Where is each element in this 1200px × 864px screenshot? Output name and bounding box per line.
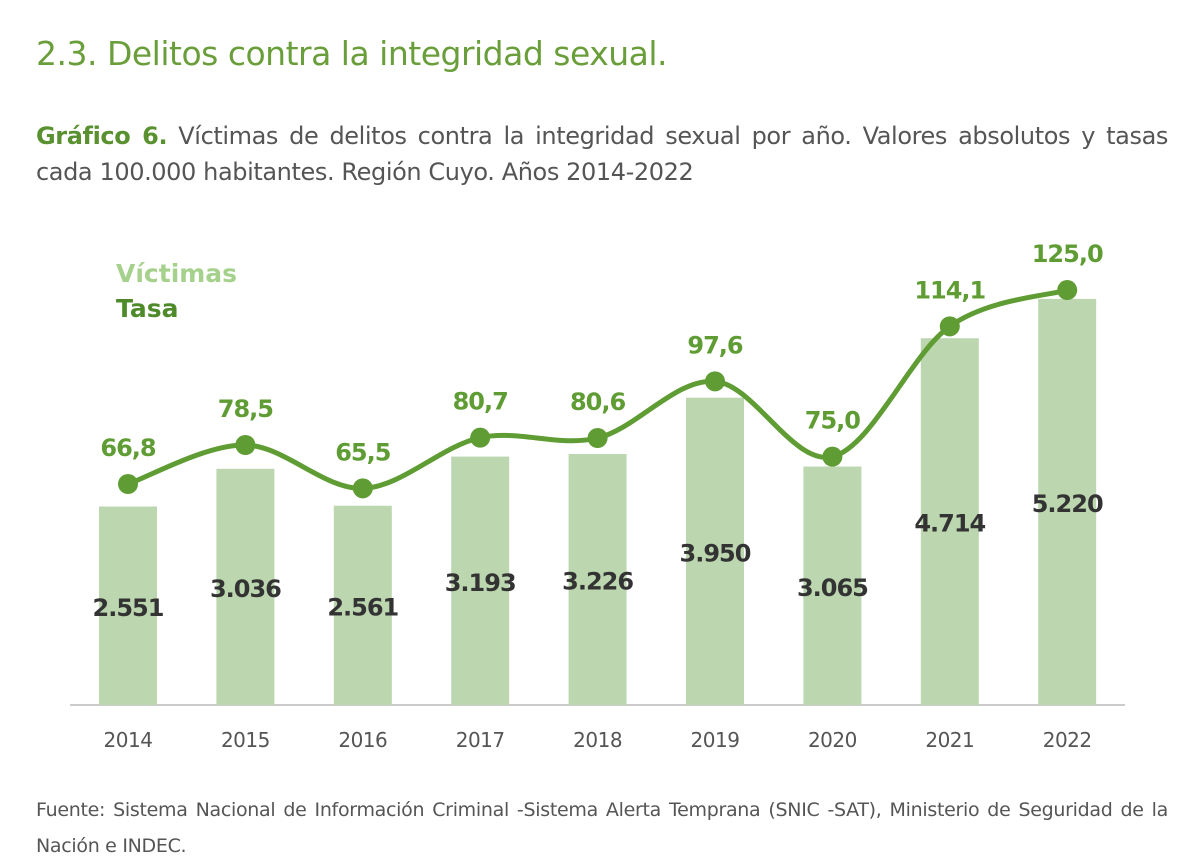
tasa-label-2021: 114,1	[914, 276, 985, 304]
caption-text: Víctimas de delitos contra la integridad…	[36, 122, 1168, 186]
bar-2019	[686, 397, 744, 705]
tasa-label-2019: 97,6	[687, 331, 743, 359]
tasa-label-2014: 66,8	[100, 434, 156, 462]
tasa-label-2022: 125,0	[1032, 240, 1103, 268]
tasa-label-2020: 75,0	[805, 407, 861, 435]
chart: Víctimas Tasa 2.551 2014 3.036 2015 2.561 201…	[70, 240, 1125, 752]
bar-label-2019: 3.950	[680, 539, 751, 567]
tasa-label-2015: 78,5	[218, 395, 274, 423]
bar-2017	[451, 456, 510, 705]
bar-2022	[1038, 298, 1097, 705]
x-tick-2018: 2018	[573, 728, 622, 752]
bar-2014	[99, 506, 157, 705]
x-tick-2019: 2019	[691, 728, 740, 752]
source-note: Fuente: Sistema Nacional de Información …	[36, 799, 1168, 857]
tasa-point-2021	[939, 316, 960, 337]
tasa-point-2017	[470, 427, 491, 448]
bar-2015	[216, 468, 275, 705]
bar-label-2014: 2.551	[93, 594, 164, 622]
x-tick-2015: 2015	[221, 728, 270, 752]
bar-label-2017: 3.193	[445, 569, 516, 597]
x-tick-2014: 2014	[104, 728, 153, 752]
tasa-point-2022	[1057, 280, 1078, 301]
legend-tasa: Tasa	[116, 294, 178, 323]
x-tick-2022: 2022	[1043, 728, 1092, 752]
bar-2018	[568, 454, 627, 705]
bar-2021	[920, 338, 979, 705]
bar-2016	[333, 505, 392, 705]
x-tick-2016: 2016	[338, 728, 387, 752]
tasa-point-2019	[705, 371, 725, 392]
x-tick-2020: 2020	[808, 728, 857, 752]
bar-label-2015: 3.036	[210, 575, 281, 603]
tasa-point-2016	[352, 478, 373, 499]
tasa-label-2016: 65,5	[335, 438, 391, 466]
chart-caption: Gráfico 6. Víctimas de delitos contra la…	[36, 118, 1168, 190]
bar-label-2018: 3.226	[562, 568, 633, 596]
tasa-point-2014	[118, 474, 138, 494]
tasa-line	[127, 287, 1068, 491]
caption-label: Gráfico 6.	[36, 122, 168, 150]
tasa-label-2018: 80,6	[570, 388, 626, 416]
tasa-point-2015	[235, 435, 256, 456]
x-tick-2021: 2021	[925, 728, 974, 752]
section-title: 2.3. Delitos contra la integridad sexual…	[36, 34, 668, 73]
bar-label-2022: 5.220	[1032, 490, 1103, 518]
legend-victimas: Víctimas	[116, 259, 237, 288]
tasa-point-2020	[822, 446, 843, 467]
bar-label-2021: 4.714	[914, 510, 985, 538]
bar-label-2020: 3.065	[797, 574, 868, 602]
tasa-label-2017: 80,7	[453, 388, 508, 416]
tasa-point-2018	[587, 428, 608, 449]
bar-2020	[803, 466, 862, 705]
bar-label-2016: 2.561	[327, 593, 398, 621]
x-tick-2017: 2017	[456, 728, 505, 752]
